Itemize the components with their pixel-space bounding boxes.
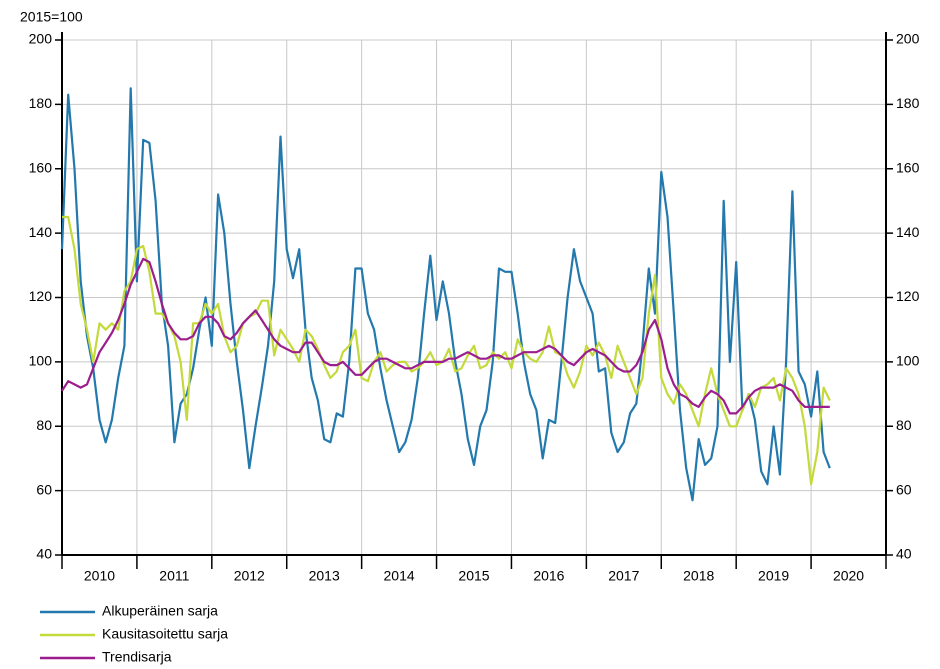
y-tick-label: 80 [36,417,52,433]
y-tick-label: 160 [29,159,53,175]
y-tick-label: 40 [36,546,52,562]
y-tick-label: 100 [29,353,53,369]
x-tick-label: 2017 [608,568,639,584]
series-line [61,257,830,415]
x-tick-label: 2020 [833,568,864,584]
y2-tick-label: 180 [896,95,920,111]
legend-label: Alkuperäinen sarja [102,603,218,619]
y2-tick-label: 200 [896,31,920,47]
x-tick-label: 2014 [384,568,415,584]
x-tick-label: 2010 [84,568,115,584]
series-line [60,87,831,502]
y-tick-label: 120 [29,288,53,304]
legend-label: Trendisarja [102,649,172,665]
x-tick-label: 2012 [234,568,265,584]
y2-tick-label: 100 [896,353,920,369]
y2-tick-label: 160 [896,159,920,175]
y2-tick-label: 60 [896,481,912,497]
y2-tick-label: 120 [896,288,920,304]
y2-tick-label: 140 [896,224,920,240]
x-tick-label: 2015 [458,568,489,584]
y-tick-label: 180 [29,95,53,111]
y-tick-label: 60 [36,481,52,497]
y2-tick-label: 40 [896,546,912,562]
x-tick-label: 2019 [758,568,789,584]
y2-tick-label: 80 [896,417,912,433]
y-tick-label: 140 [29,224,53,240]
x-tick-label: 2018 [683,568,714,584]
y-tick-label: 200 [29,31,53,47]
x-tick-label: 2016 [533,568,564,584]
x-tick-label: 2011 [159,568,189,584]
legend-label: Kausitasoitettu sarja [102,626,228,642]
x-tick-label: 2013 [309,568,340,584]
subtitle: 2015=100 [20,9,83,25]
series-line [62,215,831,486]
